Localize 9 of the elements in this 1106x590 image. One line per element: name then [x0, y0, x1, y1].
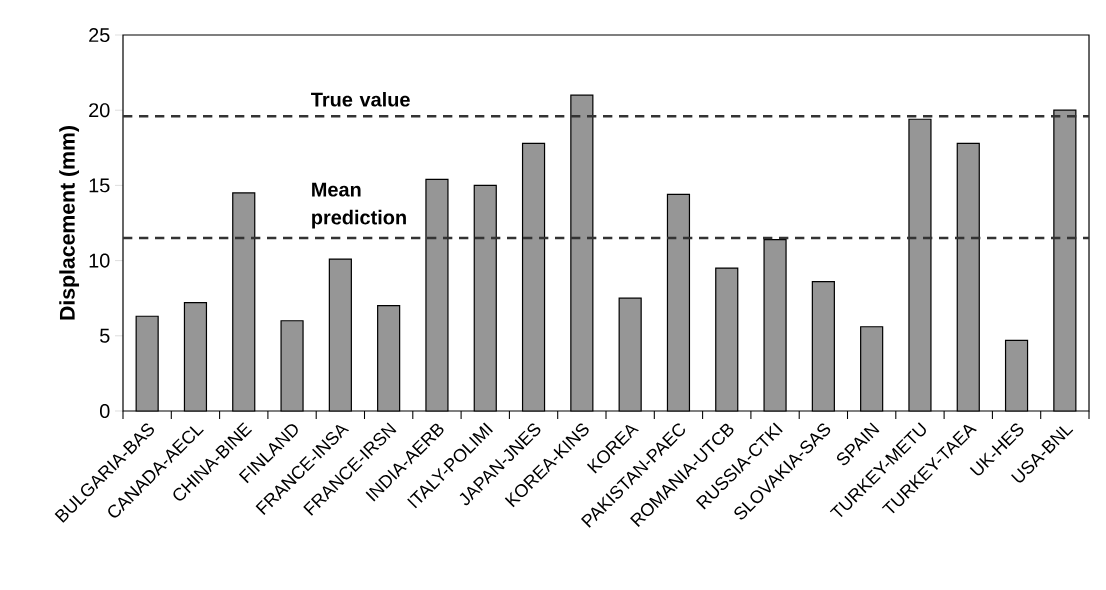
y-tick-label: 5: [100, 328, 110, 343]
y-tick-label: 20: [89, 103, 110, 118]
y-tick-label: 25: [89, 27, 110, 43]
y-tick-label: 10: [89, 253, 110, 268]
y-axis-title: Displacement (mm): [59, 126, 80, 320]
ref-line-label: Mean prediction: [312, 182, 406, 229]
ref-line-label: True value: [311, 91, 410, 107]
y-tick-label: 15: [89, 178, 110, 193]
y-tick-label: 0: [99, 403, 110, 419]
